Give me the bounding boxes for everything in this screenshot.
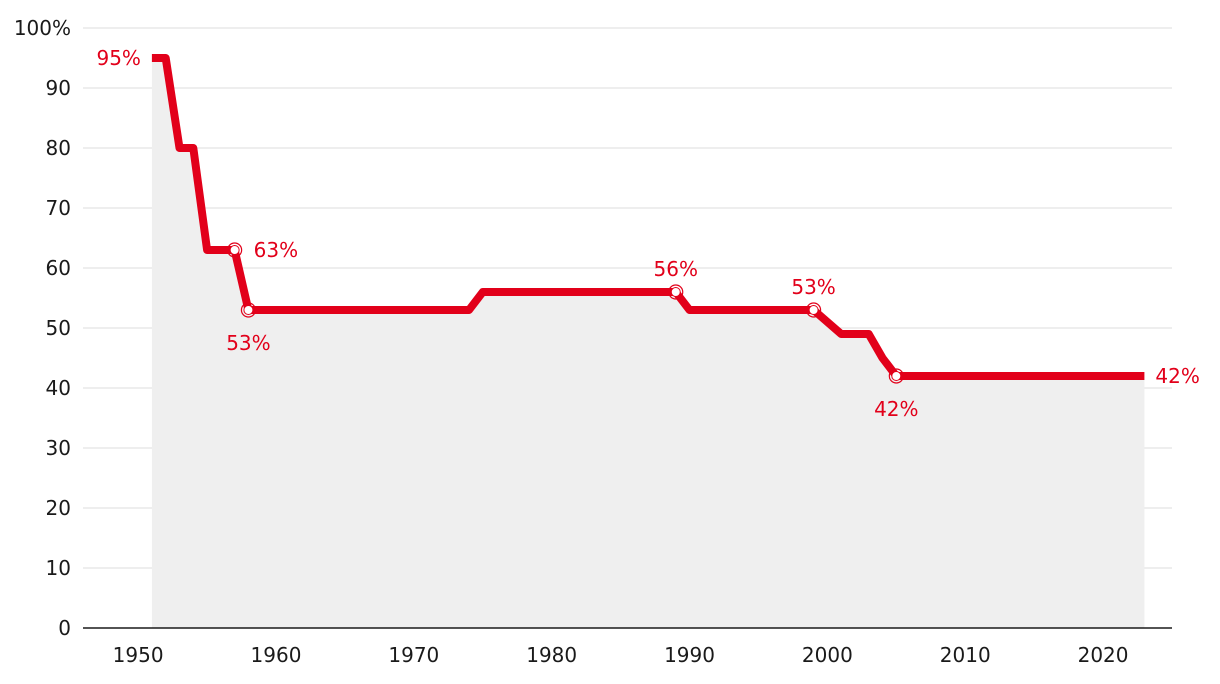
y-tick-label: 10: [46, 556, 71, 580]
y-tick-label: 70: [46, 196, 71, 220]
y-tick-label: 80: [46, 136, 71, 160]
data-label: 63%: [254, 238, 298, 262]
annotation-marker-inner: [670, 287, 681, 297]
data-label: 95%: [96, 46, 140, 70]
y-tick-label: 60: [46, 256, 71, 280]
area-fill: [151, 58, 1145, 628]
x-tick-label: 1990: [664, 643, 715, 667]
y-tick-label: 50: [46, 316, 71, 340]
data-label: 53%: [791, 275, 835, 299]
x-tick-label: 2000: [802, 643, 853, 667]
data-label: 42%: [1155, 364, 1199, 388]
x-tick-label: 2020: [1078, 643, 1129, 667]
data-label: 53%: [226, 331, 270, 355]
data-label: 56%: [654, 257, 698, 281]
x-tick-label: 2010: [940, 643, 991, 667]
x-tick-label: 1950: [113, 643, 164, 667]
annotation-marker-inner: [891, 371, 902, 381]
annotation-marker: [668, 284, 684, 300]
x-tick-label: 1970: [388, 643, 439, 667]
x-tick-label: 1980: [526, 643, 577, 667]
y-tick-label: 0: [58, 616, 71, 640]
y-tick-label: 90: [46, 76, 71, 100]
x-tick-label: 1960: [251, 643, 302, 667]
y-tick-label: 30: [46, 436, 71, 460]
series-line: [151, 54, 1145, 380]
y-tick-label: 40: [46, 376, 71, 400]
annotation-marker: [227, 242, 243, 258]
annotation-marker-inner: [229, 245, 240, 255]
y-tick-label: 20: [46, 496, 71, 520]
annotation-marker-inner: [808, 305, 819, 315]
data-label: 42%: [874, 397, 918, 421]
y-tick-label: 100%: [14, 16, 71, 40]
annotation-marker: [805, 302, 822, 318]
tick-labels: 0 10 20 30 40 50 60 70 80 90 100% 1950 1960 1970 1980 1…: [14, 16, 1129, 667]
annotation-marker: [240, 302, 257, 318]
annotation-marker-inner: [243, 305, 254, 315]
annotation-marker: [888, 368, 904, 384]
annotations: 95% 63% 53% 56% 53% 42% 42%: [96, 46, 1199, 421]
